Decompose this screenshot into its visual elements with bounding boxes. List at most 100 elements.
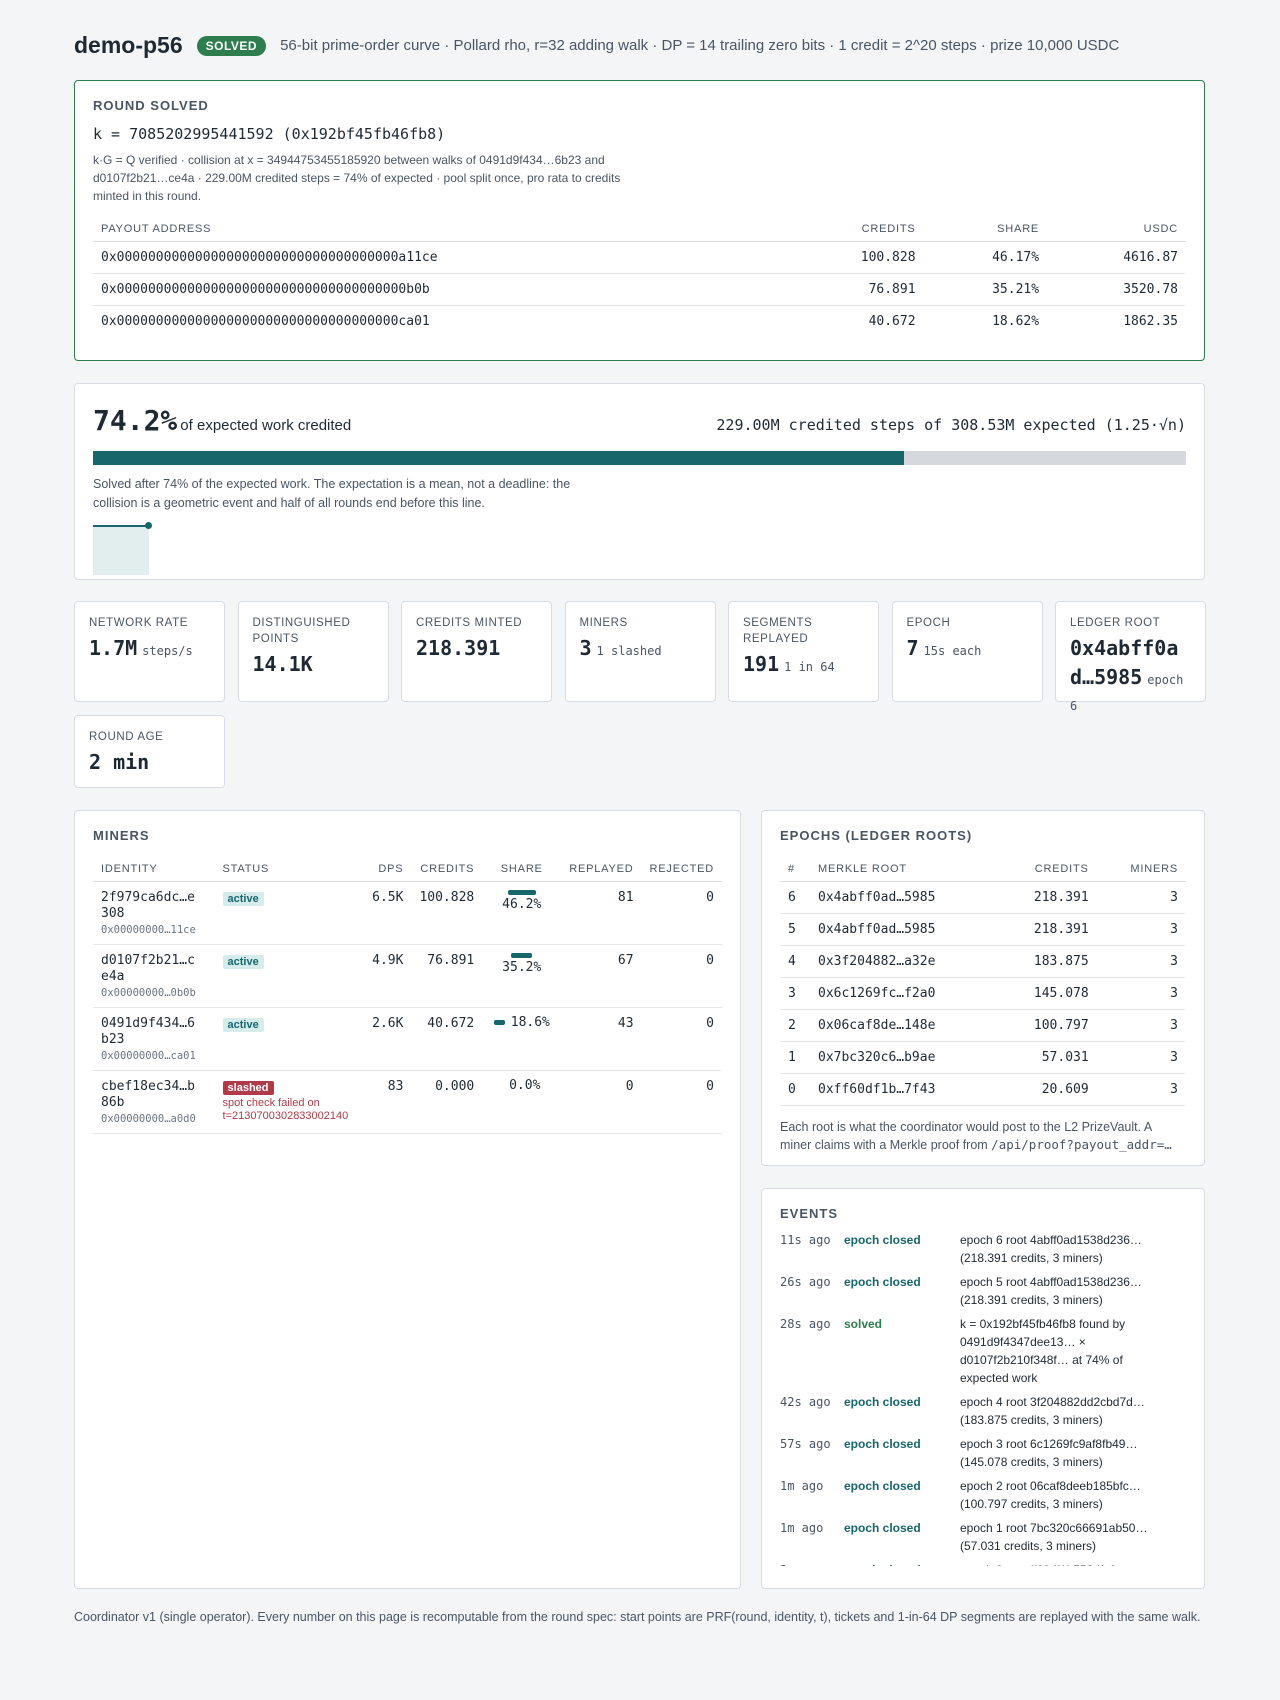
cell: 3 [1096,913,1186,946]
cell: 0.000 [411,1070,483,1134]
payout-row: 0x0000000000000000000000000000000000000b… [93,273,1186,306]
cell: 218.391 [997,913,1097,946]
stat-value: 1.7M steps/s [89,635,210,664]
cell: 100.828 [784,241,924,274]
cell: 20.609 [997,1073,1097,1106]
progress-panel: 74.2% of expected work credited 229.00M cr… [74,383,1205,580]
slash-reason: spot check failed on t=21307003028330021… [222,1097,349,1122]
stat-card: MINERS 3 1 slashed [564,601,716,702]
cell: 2.6K [364,1007,412,1071]
cell: 0 [641,944,722,1008]
event-kind: epoch closed [844,1479,921,1493]
section-heading: MINERS [93,828,150,843]
stat-number: 14.1K [252,652,313,676]
cell: 3 [1096,1041,1186,1074]
event-time: 28s ago [780,1317,831,1331]
round-spec: 56-bit prime-order curve · Pollard rho, … [280,37,1120,54]
event-text: epoch 5 root 4abff0ad1538d236… (218.391 … [960,1275,1142,1307]
share-label: 46.2% [502,897,542,912]
stat-unit: epoch 6 [1070,673,1184,713]
event-kind: epoch closed [844,1437,921,1451]
event-row: 42s ago epoch closed epoch 4 root 3f204882… [780,1393,1186,1429]
status-pill: slashed [222,1081,274,1095]
progress-line: 74.2% of expected work credited 229.00M cr… [93,404,1186,437]
share-bar [493,1020,505,1025]
cell: 0x6c1269fc…f2a0 [810,977,998,1010]
identity-cell: 0491d9f434…6b23 0x00000000…ca01 [93,1007,215,1071]
events-list: 11s ago epoch closed epoch 6 root 4abff0ad… [780,1231,1186,1566]
cell: 4.9K [364,944,412,1008]
header-row: IDENTITY STATUS DPS CREDITS SHARE REPLAYED REJ… [93,857,722,882]
progress-percent: 74.2% [93,404,178,437]
sparkline [93,522,152,575]
cell: 57.031 [997,1041,1097,1074]
address: 0x00000000…a0d0 [101,1113,196,1125]
stat-number: 0x4abff0ad…5985 [1070,636,1179,689]
section-heading: ROUND SOLVED [93,98,209,113]
event-time: 57s ago [780,1437,831,1451]
title: demo-p56 [74,32,183,58]
sparkline-dot [145,522,152,529]
epoch-row: 1 0x7bc320c6…b9ae 57.031 3 [780,1041,1186,1074]
epoch-row: 2 0x06caf8de…148e 100.797 3 [780,1009,1186,1042]
stat-value: 7 15s each [907,635,1028,664]
column-header: STATUS [214,857,365,882]
identity: cbef18ec34…b86b [101,1079,195,1110]
cell: 0 [641,1070,722,1134]
epoch-row: 0 0xff60df1b…7f43 20.609 3 [780,1073,1186,1106]
event-time: 42s ago [780,1395,831,1409]
solved-note: k·G = Q verified · collision at x = 3494… [93,153,621,203]
tbody: 2f979ca6dc…e308 0x00000000…11ce active 6.5K… [93,881,722,1134]
section-heading: EVENTS [780,1206,839,1221]
status-pill: active [222,1018,264,1032]
stat-card: NETWORK RATE 1.7M steps/s [74,601,225,702]
stat-number: 2 min [89,750,150,774]
cell: 40.672 [868,314,916,329]
cell: 46.17% [923,241,1048,274]
column-header: MERKLE ROOT [810,857,998,882]
epochs-panel: EPOCHS (LEDGER ROOTS) # MERKLE ROOT CREDITS… [761,810,1205,1166]
cell: 76.891 [411,944,483,1008]
stat-value: 14.1K [253,651,374,680]
miners-panel: MINERS IDENTITY STATUS DPS CREDITS SHARE REPLA… [74,810,741,1589]
miner-row: d0107f2b21…ce4a 0x00000000…0b0b active 4.9K… [93,944,722,1008]
event-row: 11s ago epoch closed epoch 6 root 4abff0ad… [780,1231,1186,1267]
solved-key: k = 7085202995441592 (0x192bf45fb46fb8) [93,125,446,143]
status-cell: active [214,1007,365,1071]
stat-card: LEDGER ROOT 0x4abff0ad…5985 epoch 6 [1055,601,1206,713]
note-code: /api/proof?payout_addr=… [991,1137,1172,1152]
thead: PAYOUT ADDRESS CREDITS SHARE USDC [93,217,1186,242]
stat-unit: 1 slashed [596,644,662,658]
event-kind: epoch closed [844,1275,921,1289]
event-kind: epoch closed [844,1233,921,1247]
share-cell: 18.6% [482,1007,562,1071]
cell: 0x000000000000000000000000000000000000a1… [93,241,785,274]
cell: 218.391 [997,881,1097,914]
cell: 145.078 [997,977,1097,1010]
address: 0x00000000…0b0b [101,987,196,999]
stat-label: SEGMENTS REPLAYED [743,617,813,645]
cell: 3 [1096,1073,1186,1106]
events-panel: EVENTS 11s ago epoch closed epoch 6 root 4a… [761,1188,1205,1589]
identity-cell: 2f979ca6dc…e308 0x00000000…11ce [93,881,215,945]
event-row: 28s ago solved k = 0x192bf45fb46fb8 found … [780,1315,1186,1387]
event-time: 11s ago [780,1233,831,1247]
column-header: DPS [364,857,412,882]
cell: 43 [561,1007,642,1071]
stat-value: 218.391 [416,635,537,664]
event-time: 1m ago [780,1479,824,1493]
cell: 81 [561,881,642,945]
stat-label: MINERS [579,617,628,629]
column-header: USDC [1047,217,1186,242]
progress-track [93,451,1186,465]
share-cell: 35.2% [482,944,562,1008]
event-text: epoch 2 root 06caf8deeb185bfc… (100.797 … [960,1479,1141,1511]
cell: 2 [780,1009,810,1042]
cell: 0 [561,1070,642,1134]
share-label: 35.2% [502,960,542,975]
status-pill: active [222,955,264,969]
tbody: 6 0x4abff0ad…5985 218.391 3 5 0x4abff0ad…5985… [780,881,1186,1106]
column-header: REJECTED [641,857,722,882]
status-cell: active [214,944,365,1008]
